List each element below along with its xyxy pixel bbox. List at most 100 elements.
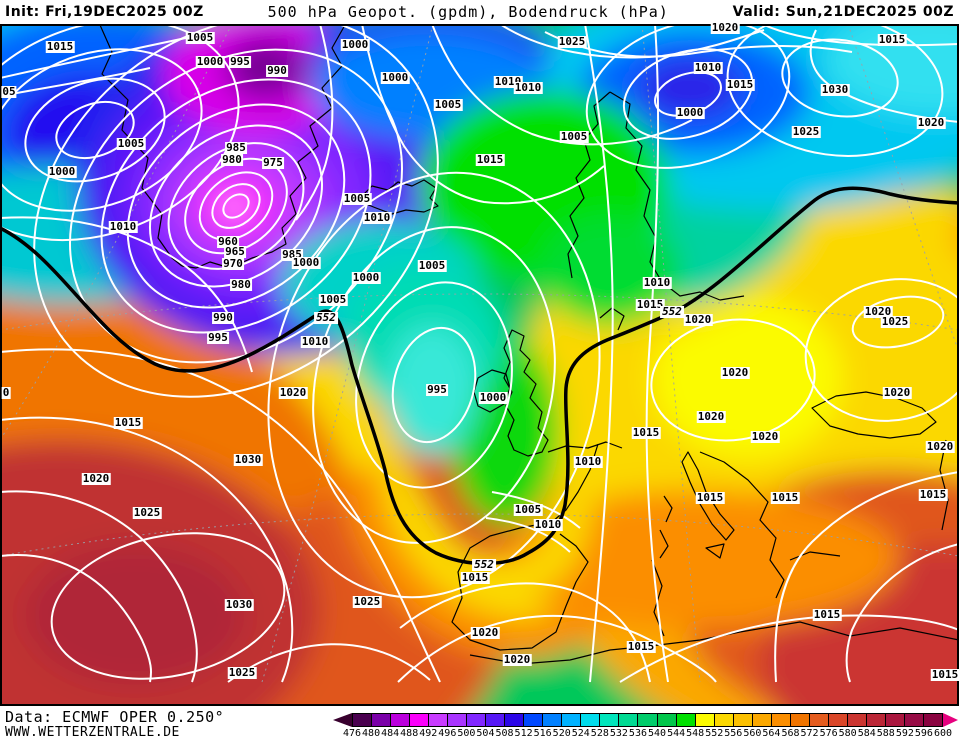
- colorbar-tick: 492: [419, 728, 438, 739]
- pressure-label: 1015: [475, 153, 505, 166]
- colorbar-left-arrow-icon: [333, 713, 352, 727]
- pressure-label: 970: [222, 257, 244, 270]
- colorbar-tick: 484: [381, 728, 400, 739]
- pressure-label: 1020: [470, 626, 500, 639]
- pressure-label: 1030: [224, 598, 254, 611]
- colorbar-cell: [428, 714, 448, 726]
- pressure-label: 1015: [695, 491, 725, 504]
- pressure-label: 1000: [478, 391, 508, 404]
- pressure-label: 1000: [351, 271, 381, 284]
- pressure-label: 1015: [770, 491, 800, 504]
- colorbar-cell: [466, 714, 486, 726]
- pressure-label: 1010: [693, 61, 723, 74]
- colorbar-tick: 548: [686, 728, 705, 739]
- colorbar-cell: [694, 714, 714, 726]
- geopotential-552-label: 552: [660, 305, 684, 318]
- pressure-label: 1000: [380, 71, 410, 84]
- colorbar-cell: [504, 714, 524, 726]
- geopotential-552-label: 552: [314, 311, 338, 324]
- colorbar-tick: 504: [476, 728, 495, 739]
- pressure-label: 1015: [930, 668, 959, 681]
- geopotential-colorbar: [333, 713, 959, 727]
- pressure-label: 1025: [880, 315, 910, 328]
- colorbar-tick: 564: [762, 728, 781, 739]
- pressure-label: 980: [230, 278, 252, 291]
- data-source-label: Data: ECMWF OPER 0.250°: [5, 708, 225, 726]
- pressure-label: 1020: [696, 410, 726, 423]
- pressure-label: 1010: [513, 81, 543, 94]
- colorbar-cell: [390, 714, 410, 726]
- colorbar-cell: [789, 714, 809, 726]
- colorbar-tick: 528: [590, 728, 609, 739]
- pressure-label: 1020: [720, 366, 750, 379]
- pressure-label: 1000: [675, 106, 705, 119]
- pressure-label: 1010: [108, 220, 138, 233]
- colorbar-tick: 496: [438, 728, 457, 739]
- pressure-label: 1025: [791, 125, 821, 138]
- map-title: 500 hPa Geopot. (gpdm), Bodendruck (hPa): [267, 3, 669, 21]
- pressure-label: 1015: [460, 571, 490, 584]
- colorbar-tick: 588: [876, 728, 895, 739]
- pressure-label: 1030: [233, 453, 263, 466]
- colorbar-cell: [865, 714, 885, 726]
- pressure-label: 1005: [417, 259, 447, 272]
- pressure-label: 990: [266, 64, 288, 77]
- pressure-label: 1000: [195, 55, 225, 68]
- pressure-label: 1015: [626, 640, 656, 653]
- pressure-label: 1025: [352, 595, 382, 608]
- contour-552-line: [0, 186, 959, 566]
- colorbar-right-arrow-icon: [943, 713, 958, 727]
- colorbar-cell: [580, 714, 600, 726]
- colorbar-tick: 580: [838, 728, 857, 739]
- pressure-label: 1015: [635, 298, 665, 311]
- header-bar: Init: Fri,19DEC2025 00Z 500 hPa Geopot. …: [0, 0, 959, 24]
- pressure-label: 1015: [725, 78, 755, 91]
- geopotential-552-label: 552: [472, 558, 496, 571]
- pressure-label: 985: [225, 141, 247, 154]
- colorbar-tick: 500: [457, 728, 476, 739]
- pressure-label: 1005: [513, 503, 543, 516]
- colorbar-tick: 516: [533, 728, 552, 739]
- pressure-label: 1010: [533, 518, 563, 531]
- pressure-label: 1000: [47, 165, 77, 178]
- colorbar-cell: [542, 714, 562, 726]
- colorbar-tick: 540: [648, 728, 667, 739]
- pressure-label: 1010: [642, 276, 672, 289]
- pressure-label: 1015: [877, 33, 907, 46]
- pressure-label: 1000: [340, 38, 370, 51]
- colorbar-cell: [922, 714, 942, 726]
- pressure-label: 1020: [278, 386, 308, 399]
- pressure-label: 1015: [918, 488, 948, 501]
- pressure-label: 990: [212, 311, 234, 324]
- colorbar-cell: [903, 714, 923, 726]
- colorbar-tick: 592: [895, 728, 914, 739]
- colorbar-tick: 524: [571, 728, 590, 739]
- colorbar-tick: 568: [781, 728, 800, 739]
- pressure-label: 980: [221, 153, 243, 166]
- geopotential-fill-layer: [0, 24, 959, 706]
- colorbar-tick: 532: [609, 728, 628, 739]
- colorbar-cell: [656, 714, 676, 726]
- website-label: WWW.WETTERZENTRALE.DE: [5, 725, 180, 740]
- colorbar-cell: [637, 714, 657, 726]
- colorbar-tick: 596: [914, 728, 933, 739]
- colorbar-tick: 576: [819, 728, 838, 739]
- pressure-label: 05: [1, 85, 17, 98]
- colorbar-tick: 556: [724, 728, 743, 739]
- colorbar-cell: [808, 714, 828, 726]
- pressure-label: 0: [1, 386, 11, 399]
- pressure-label: 1005: [559, 130, 589, 143]
- pressure-label: 1010: [300, 335, 330, 348]
- colorbar-tick: 572: [800, 728, 819, 739]
- colorbar-cell: [884, 714, 904, 726]
- init-time-label: Init: Fri,19DEC2025 00Z: [5, 4, 204, 20]
- pressure-label: 995: [207, 331, 229, 344]
- colorbar-cell: [353, 714, 372, 726]
- colorbar-cell: [675, 714, 695, 726]
- pressure-label: 1020: [502, 653, 532, 666]
- colorbar-tick: 512: [514, 728, 533, 739]
- colorbar-tick-labels: 476 480 484 488 492 496 500 504 508 512 516 520 524 5…: [333, 727, 959, 741]
- pressure-label: 960: [217, 235, 239, 248]
- colorbar-tick: 536: [628, 728, 647, 739]
